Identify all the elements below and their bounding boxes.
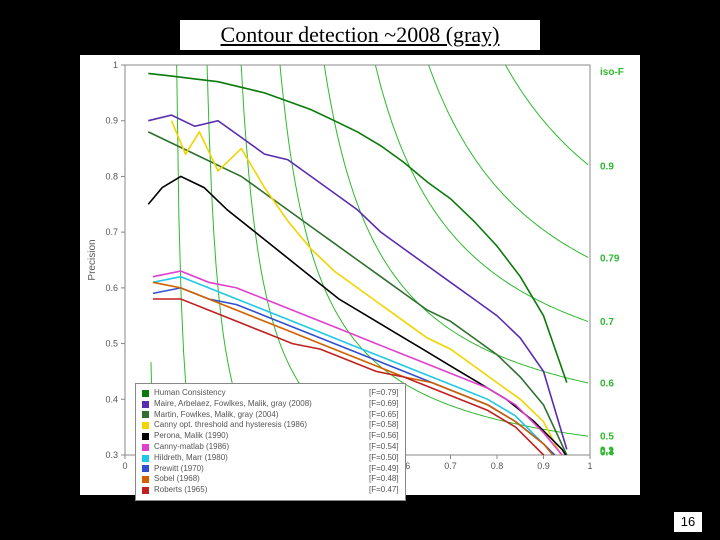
legend-swatch: [142, 411, 149, 418]
legend-label: Roberts (1965): [154, 485, 364, 496]
legend-item: Canny-matlab (1986) [F=0.54]: [142, 442, 399, 453]
legend-label: Martin, Fowlkes, Malik, gray (2004): [154, 410, 364, 421]
legend-item: Canny opt. threshold and hysteresis (198…: [142, 420, 399, 431]
legend-label: Maire, Arbelaez, Fowlkes, Malik, gray (2…: [154, 399, 364, 410]
legend-fscore: [F=0.54]: [369, 442, 399, 453]
svg-text:0.9: 0.9: [600, 161, 614, 172]
legend-item: Prewitt (1970) [F=0.49]: [142, 464, 399, 475]
svg-text:0.5: 0.5: [105, 339, 118, 349]
legend-fscore: [F=0.56]: [369, 431, 399, 442]
legend-label: Human Consistency: [154, 388, 364, 399]
svg-text:0.5: 0.5: [600, 431, 614, 442]
svg-text:0.9: 0.9: [537, 461, 550, 471]
legend-item: Maire, Arbelaez, Fowlkes, Malik, gray (2…: [142, 399, 399, 410]
legend-item: Hildreth, Marr (1980) [F=0.50]: [142, 453, 399, 464]
legend-item: Perona, Malik (1990) [F=0.56]: [142, 431, 399, 442]
page-number: 16: [674, 512, 702, 532]
legend-label: Perona, Malik (1990): [154, 431, 364, 442]
svg-text:0.79: 0.79: [600, 253, 620, 264]
svg-text:iso-F: iso-F: [600, 67, 624, 78]
svg-text:0.6: 0.6: [600, 378, 614, 389]
svg-text:0.8: 0.8: [105, 171, 118, 181]
legend-fscore: [F=0.50]: [369, 453, 399, 464]
svg-text:0.1: 0.1: [600, 446, 614, 457]
svg-text:0: 0: [122, 461, 127, 471]
legend-fscore: [F=0.69]: [369, 399, 399, 410]
legend-fscore: [F=0.58]: [369, 420, 399, 431]
legend-swatch: [142, 390, 149, 397]
slide-title: Contour detection ~2008 (gray): [180, 20, 540, 50]
svg-text:0.7: 0.7: [600, 317, 614, 328]
legend-swatch: [142, 476, 149, 483]
legend-fscore: [F=0.48]: [369, 474, 399, 485]
legend-fscore: [F=0.79]: [369, 388, 399, 399]
legend-item: Martin, Fowlkes, Malik, gray (2004) [F=0.…: [142, 410, 399, 421]
legend-fscore: [F=0.47]: [369, 485, 399, 496]
legend-swatch: [142, 465, 149, 472]
legend-label: Canny opt. threshold and hysteresis (198…: [154, 420, 364, 431]
legend-label: Prewitt (1970): [154, 464, 364, 475]
svg-text:1: 1: [587, 461, 592, 471]
svg-text:Precision: Precision: [87, 239, 98, 280]
svg-text:0.3: 0.3: [105, 450, 118, 460]
legend-item: Roberts (1965) [F=0.47]: [142, 485, 399, 496]
svg-text:0.8: 0.8: [491, 461, 504, 471]
svg-text:1: 1: [113, 60, 118, 70]
legend-item: Human Consistency [F=0.79]: [142, 388, 399, 399]
legend-fscore: [F=0.65]: [369, 410, 399, 421]
legend-swatch: [142, 422, 149, 429]
svg-text:0.4: 0.4: [105, 394, 118, 404]
legend-label: Sobel (1968): [154, 474, 364, 485]
legend-label: Hildreth, Marr (1980): [154, 453, 364, 464]
svg-text:0.7: 0.7: [105, 227, 118, 237]
legend: Human Consistency [F=0.79] Maire, Arbelaez…: [135, 383, 406, 501]
legend-swatch: [142, 433, 149, 440]
legend-swatch: [142, 487, 149, 494]
pr-chart: 00.10.20.30.40.50.60.70.80.910.30.40.50.…: [80, 55, 640, 495]
legend-item: Sobel (1968) [F=0.48]: [142, 474, 399, 485]
svg-text:0.6: 0.6: [105, 283, 118, 293]
svg-text:0.9: 0.9: [105, 116, 118, 126]
legend-swatch: [142, 455, 149, 462]
legend-label: Canny-matlab (1986): [154, 442, 364, 453]
legend-swatch: [142, 401, 149, 408]
legend-swatch: [142, 444, 149, 451]
legend-fscore: [F=0.49]: [369, 464, 399, 475]
svg-text:0.7: 0.7: [444, 461, 457, 471]
